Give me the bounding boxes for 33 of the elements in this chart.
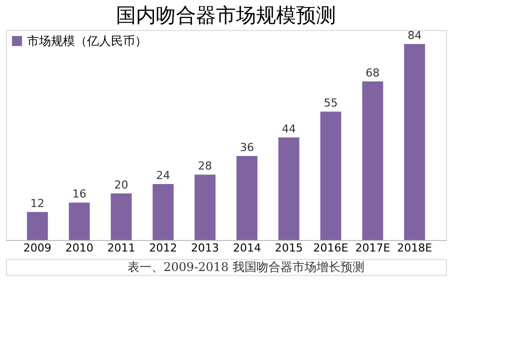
x-tick-label: 2015 [274, 242, 303, 254]
x-tick-label: 2011 [107, 242, 136, 254]
x-tick-label: 2009 [23, 242, 52, 254]
x-tick-label: 2010 [65, 242, 94, 254]
chart-title: 国内吻合器市场规模预测 [116, 3, 336, 27]
x-tick-label: 2018E [397, 242, 432, 254]
data-label: 28 [198, 160, 212, 173]
data-label: 84 [408, 29, 422, 42]
bar [236, 156, 258, 240]
bar [320, 112, 342, 240]
bar [278, 137, 300, 240]
legend-label: 市场规模（亿人民币） [27, 34, 147, 48]
data-label: 24 [156, 169, 170, 182]
bar [362, 81, 384, 240]
bar [404, 44, 426, 240]
bar [26, 212, 48, 240]
bar [194, 174, 216, 240]
x-tick-label: 2016E [313, 242, 348, 254]
x-tick-label: 2012 [149, 242, 178, 254]
bar [110, 193, 132, 240]
x-tick-label: 2017E [355, 242, 390, 254]
data-label: 55 [324, 96, 338, 110]
text: 表一、2009-2018 我国吻合器市场增长预测 [128, 260, 364, 274]
data-label: 68 [366, 66, 380, 80]
x-tick-label: 2013 [191, 242, 220, 254]
x-tick-label: 2014 [232, 242, 261, 254]
data-label: 16 [72, 188, 86, 201]
data-label: 20 [114, 178, 128, 192]
data-label: 36 [240, 141, 254, 154]
bar [68, 202, 90, 240]
data-label: 44 [282, 122, 296, 136]
bar [152, 184, 174, 240]
data-label: 12 [30, 197, 44, 210]
